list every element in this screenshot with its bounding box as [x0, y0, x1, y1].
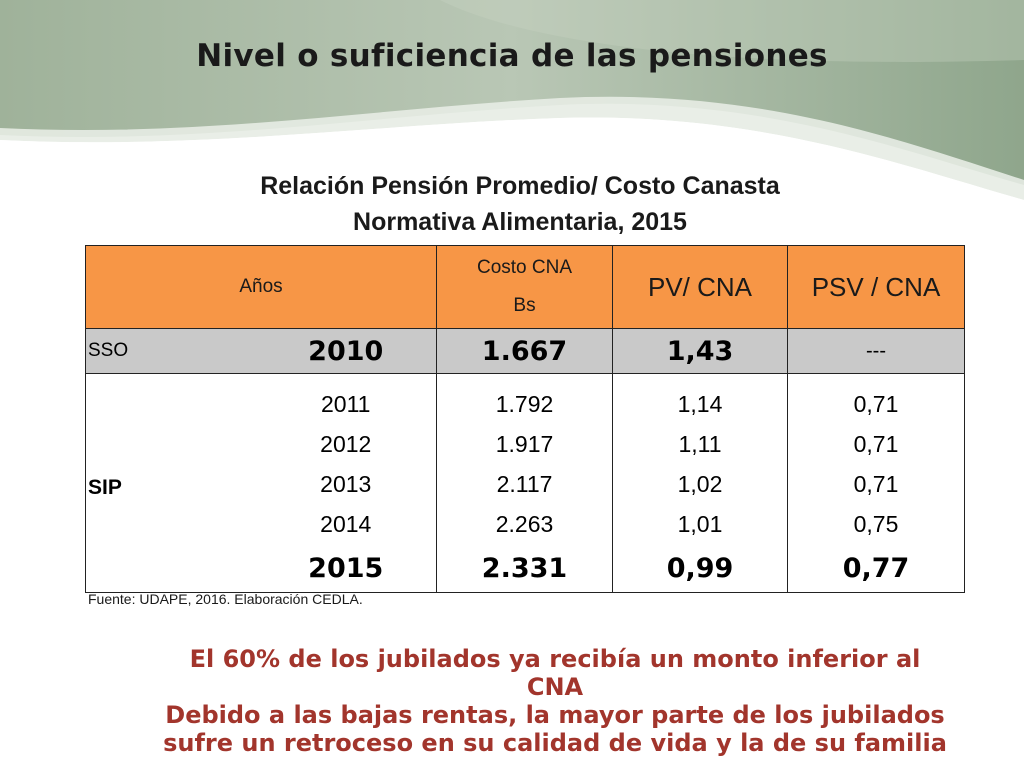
cell-psv: 0,77 [787, 544, 965, 593]
table-row: SIP 2011 1.792 1,14 0,71 [85, 373, 965, 593]
cell-year: 2015 [255, 544, 437, 593]
cell-pv: 1,01 [612, 504, 788, 544]
cell-year: 2012 [255, 424, 437, 464]
table-source-note: Fuente: UDAPE, 2016. Elaboración CEDLA. [88, 591, 363, 607]
cell-psv: 0,71 [787, 424, 965, 464]
conclusion-line-1: El 60% de los jubilados ya recibía un mo… [189, 645, 921, 673]
header-cost-cna: Costo CNA Bs [436, 245, 613, 329]
header-wave-background [0, 0, 1024, 210]
table-title: Relación Pensión Promedio/ Costo Canasta… [120, 168, 920, 240]
header-years: Años [85, 245, 437, 329]
cell-psv: 0,75 [787, 504, 965, 544]
row-label-sso: SSO [85, 328, 256, 374]
cell-psv: --- [787, 328, 965, 374]
slide-title: Nivel o suficiencia de las pensiones [196, 38, 828, 74]
table-title-line-1: Relación Pensión Promedio/ Costo Canasta [260, 172, 780, 200]
header-cost-line-2: Bs [513, 295, 536, 316]
cell-psv: 0,71 [787, 464, 965, 504]
cell-pv: 0,99 [612, 544, 788, 593]
cell-cost: 1.667 [436, 328, 613, 374]
header-psv-cna: PSV / CNA [787, 245, 965, 329]
cell-cost: 1.792 [436, 373, 613, 424]
table-header-row: Años Costo CNA Bs PV/ CNA PSV / CNA [85, 245, 965, 329]
cell-year: 2010 [255, 328, 437, 374]
cell-year: 2014 [255, 504, 437, 544]
table-row: 2013 2.117 1,02 0,71 [86, 464, 965, 504]
cell-psv: 0,71 [787, 373, 965, 424]
table-row: 2012 1.917 1,11 0,71 [86, 424, 965, 464]
cell-cost: 2.331 [436, 544, 613, 593]
header-pv-cna: PV/ CNA [612, 245, 788, 329]
cell-year: 2011 [255, 373, 437, 424]
cell-year: 2013 [255, 464, 437, 504]
cell-cost: 1.917 [436, 424, 613, 464]
table-row-sso: SSO 2010 1.667 1,43 --- [85, 328, 965, 374]
header-cost-line-1: Costo CNA [476, 257, 573, 278]
table-title-line-2: Normativa Alimentaria, 2015 [353, 208, 687, 236]
cell-pv: 1,43 [612, 328, 788, 374]
pension-ratio-table: Años Costo CNA Bs PV/ CNA PSV / CNA SSO … [85, 245, 965, 593]
table-row: 2014 2.263 1,01 0,75 [86, 504, 965, 544]
conclusion-line-3: Debido a las bajas rentas, la mayor part… [165, 701, 945, 729]
table-row: 2015 2.331 0,99 0,77 [86, 544, 965, 593]
cell-pv: 1,11 [612, 424, 788, 464]
cell-cost: 2.117 [436, 464, 613, 504]
cell-pv: 1,14 [612, 373, 788, 424]
cell-cost: 2.263 [436, 504, 613, 544]
conclusion-text: El 60% de los jubilados ya recibía un mo… [90, 645, 1020, 757]
conclusion-line-2: CNA [526, 673, 584, 701]
row-label-sip: SIP [85, 373, 256, 593]
conclusion-line-4: sufre un retroceso en su calidad de vida… [163, 729, 947, 757]
cell-pv: 1,02 [612, 464, 788, 504]
